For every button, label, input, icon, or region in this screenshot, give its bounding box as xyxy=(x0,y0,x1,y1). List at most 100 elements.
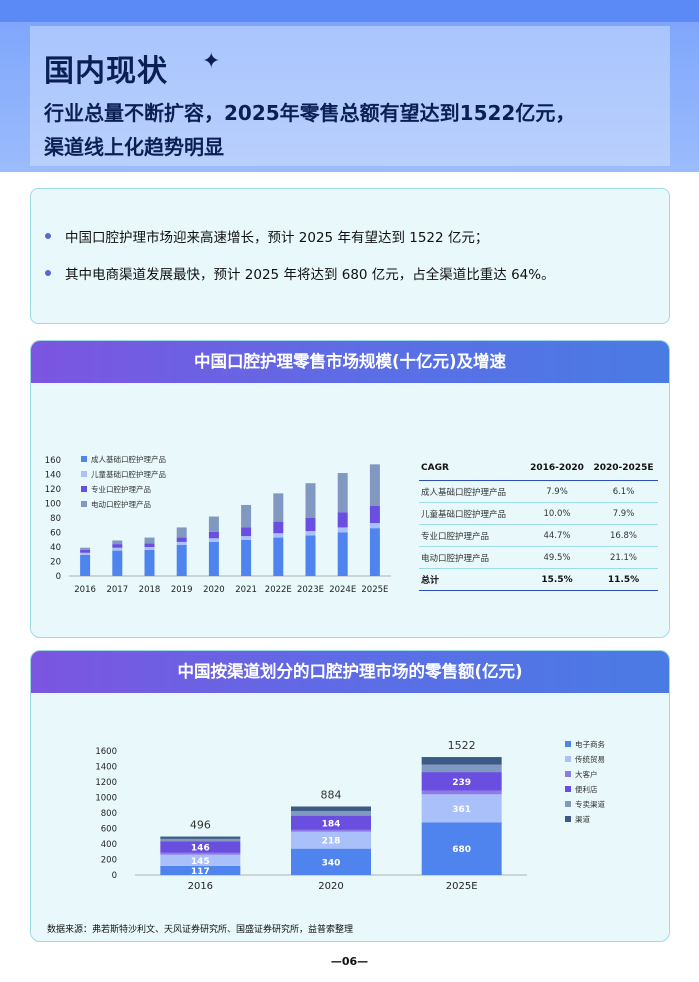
legend-swatch xyxy=(565,756,571,762)
x-tick-label: 2025E xyxy=(361,585,388,595)
bar-segment xyxy=(291,848,371,875)
bar-segment xyxy=(208,516,219,532)
bar-segment xyxy=(291,829,371,832)
channel-sales-panel-title: 中国按渠道划分的口腔护理市场的零售额(亿元) xyxy=(31,651,669,693)
x-tick-label: 2022E xyxy=(265,585,292,595)
cagr-row-label: 电动口腔护理产品 xyxy=(419,546,525,569)
x-tick-label: 2024E xyxy=(329,585,356,595)
y-tick-label: 800 xyxy=(101,809,117,819)
bar-segment xyxy=(369,464,380,506)
x-tick-label: 2020 xyxy=(318,881,343,892)
x-tick-label: 2021 xyxy=(235,585,257,595)
cagr-cell: 7.9% xyxy=(525,480,589,503)
summary-box: 中国口腔护理市场迎来高速增长，预计 2025 年有望达到 1522 亿元； 其中… xyxy=(30,188,670,324)
x-tick-label: 2018 xyxy=(139,585,161,595)
y-tick-label: 60 xyxy=(50,529,61,539)
header-band: 国内现状 ✦ 行业总量不断扩容，2025年零售总额有望达到1522亿元， 渠道线… xyxy=(0,22,699,172)
bar-segment xyxy=(176,527,187,538)
bar-segment xyxy=(80,552,91,555)
x-tick-label: 2017 xyxy=(106,585,128,595)
y-tick-label: 100 xyxy=(45,500,61,510)
cagr-cell: 7.9% xyxy=(589,502,658,525)
legend-swatch xyxy=(81,456,87,462)
bar-segment xyxy=(160,852,241,855)
cagr-total-label: 总计 xyxy=(419,568,525,591)
bar-segment xyxy=(337,512,348,528)
sparkle-icon: ✦ xyxy=(202,49,221,74)
bar-segment xyxy=(208,531,219,539)
bar-segment xyxy=(421,757,502,765)
legend-swatch xyxy=(81,471,87,477)
bar-segment xyxy=(80,547,91,550)
x-tick-label: 2016 xyxy=(74,585,96,595)
page-number: —06— xyxy=(330,955,369,968)
legend-swatch xyxy=(81,501,87,507)
bar-segment xyxy=(176,537,187,542)
y-tick-label: 1000 xyxy=(95,794,117,804)
bar-segment xyxy=(144,537,155,544)
bar-segment xyxy=(369,528,380,576)
y-tick-label: 0 xyxy=(56,572,61,582)
bar-segment xyxy=(305,518,316,532)
data-label: 145 xyxy=(191,857,210,867)
data-label: 146 xyxy=(191,844,210,854)
legend-label: 便利店 xyxy=(575,784,598,794)
bullet-dot-icon xyxy=(45,233,51,239)
legend-label: 电子商务 xyxy=(575,739,605,749)
bullet-dot-icon xyxy=(45,270,51,276)
bullet-item: 其中电商渠道发展最快，预计 2025 年将达到 680 亿元，占全渠道比重达 6… xyxy=(45,263,555,283)
legend-label: 渠道 xyxy=(575,814,590,824)
total-label: 496 xyxy=(190,819,211,832)
top-bar xyxy=(0,0,699,22)
bar-segment xyxy=(337,527,348,533)
legend-swatch xyxy=(81,486,87,492)
bar-segment xyxy=(305,535,316,576)
bar-segment xyxy=(337,473,348,513)
bullet-text: 中国口腔护理市场迎来高速增长，预计 2025 年有望达到 1522 亿元； xyxy=(65,230,489,246)
cagr-cell: 10.0% xyxy=(525,502,589,525)
bar-segment xyxy=(160,865,241,875)
bar-segment xyxy=(305,531,316,536)
bar-segment xyxy=(160,838,241,842)
bar-segment xyxy=(208,538,219,542)
data-label: 117 xyxy=(191,867,210,877)
subtitle-line-1: 行业总量不断扩容，2025年零售总额有望达到1522亿元， xyxy=(44,101,576,125)
cagr-row: 儿童基础口腔护理产品 10.0% 7.9% xyxy=(419,502,658,525)
data-label: 184 xyxy=(322,819,341,829)
subtitle-line-2: 渠道线上化趋势明显 xyxy=(44,135,224,159)
y-tick-label: 1400 xyxy=(95,763,117,773)
x-tick-label: 2025E xyxy=(446,881,478,892)
data-source-note: 数据来源：弗若斯特沙利文、天风证券研究所、国盛证券研究所，益普索整理 xyxy=(47,925,354,935)
x-tick-label: 2019 xyxy=(171,585,193,595)
cagr-row-label: 成人基础口腔护理产品 xyxy=(419,480,525,503)
cagr-cell: 49.5% xyxy=(525,546,589,569)
y-tick-label: 400 xyxy=(101,840,117,850)
bar-segment xyxy=(421,772,502,791)
bar-segment xyxy=(208,541,219,576)
market-size-chart: 0 20 40 60 80 100 120 140 160 2016 2017 2018 2019 202… xyxy=(45,454,391,595)
y-tick-label: 120 xyxy=(45,485,61,495)
cagr-header-cell: 2016-2020 xyxy=(525,455,589,481)
legend-label: 儿童基础口腔护理产品 xyxy=(91,469,166,479)
bar-segment xyxy=(291,815,371,830)
y-tick-label: 600 xyxy=(101,825,117,835)
legend-swatch xyxy=(565,741,571,747)
y-tick-label: 0 xyxy=(112,871,117,881)
bar-segment xyxy=(80,554,91,576)
y-tick-label: 160 xyxy=(45,456,61,466)
header-box: 国内现状 ✦ 行业总量不断扩容，2025年零售总额有望达到1522亿元， 渠道线… xyxy=(30,26,670,166)
bar-segment xyxy=(160,836,241,839)
cagr-total-cell: 11.5% xyxy=(589,568,658,591)
cagr-header-cell: 2020-2025E xyxy=(589,455,658,481)
cagr-cell: 44.7% xyxy=(525,524,589,547)
bar-segment xyxy=(112,544,123,548)
bar-segment xyxy=(241,539,252,576)
y-tick-label: 140 xyxy=(45,471,61,481)
bar-segment xyxy=(421,764,502,773)
bar-segment xyxy=(369,523,380,529)
bar-segment xyxy=(273,493,284,522)
cagr-row: 成人基础口腔护理产品 7.9% 6.1% xyxy=(419,480,658,503)
y-tick-label: 1200 xyxy=(95,778,117,788)
cagr-cell: 21.1% xyxy=(589,546,658,569)
bar-segment xyxy=(112,550,123,576)
